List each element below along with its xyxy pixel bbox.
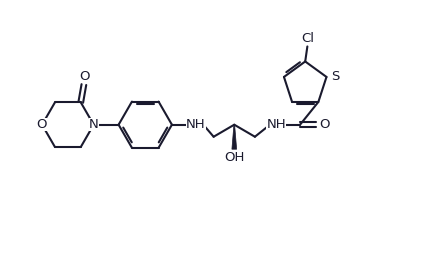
- Text: O: O: [318, 118, 329, 131]
- Text: Cl: Cl: [300, 32, 313, 45]
- Polygon shape: [231, 125, 236, 149]
- Text: OH: OH: [224, 151, 244, 164]
- Text: NH: NH: [185, 118, 205, 131]
- Text: O: O: [36, 118, 47, 131]
- Text: N: N: [89, 118, 99, 131]
- Text: O: O: [79, 70, 89, 83]
- Text: S: S: [330, 70, 339, 83]
- Text: NH: NH: [266, 118, 286, 131]
